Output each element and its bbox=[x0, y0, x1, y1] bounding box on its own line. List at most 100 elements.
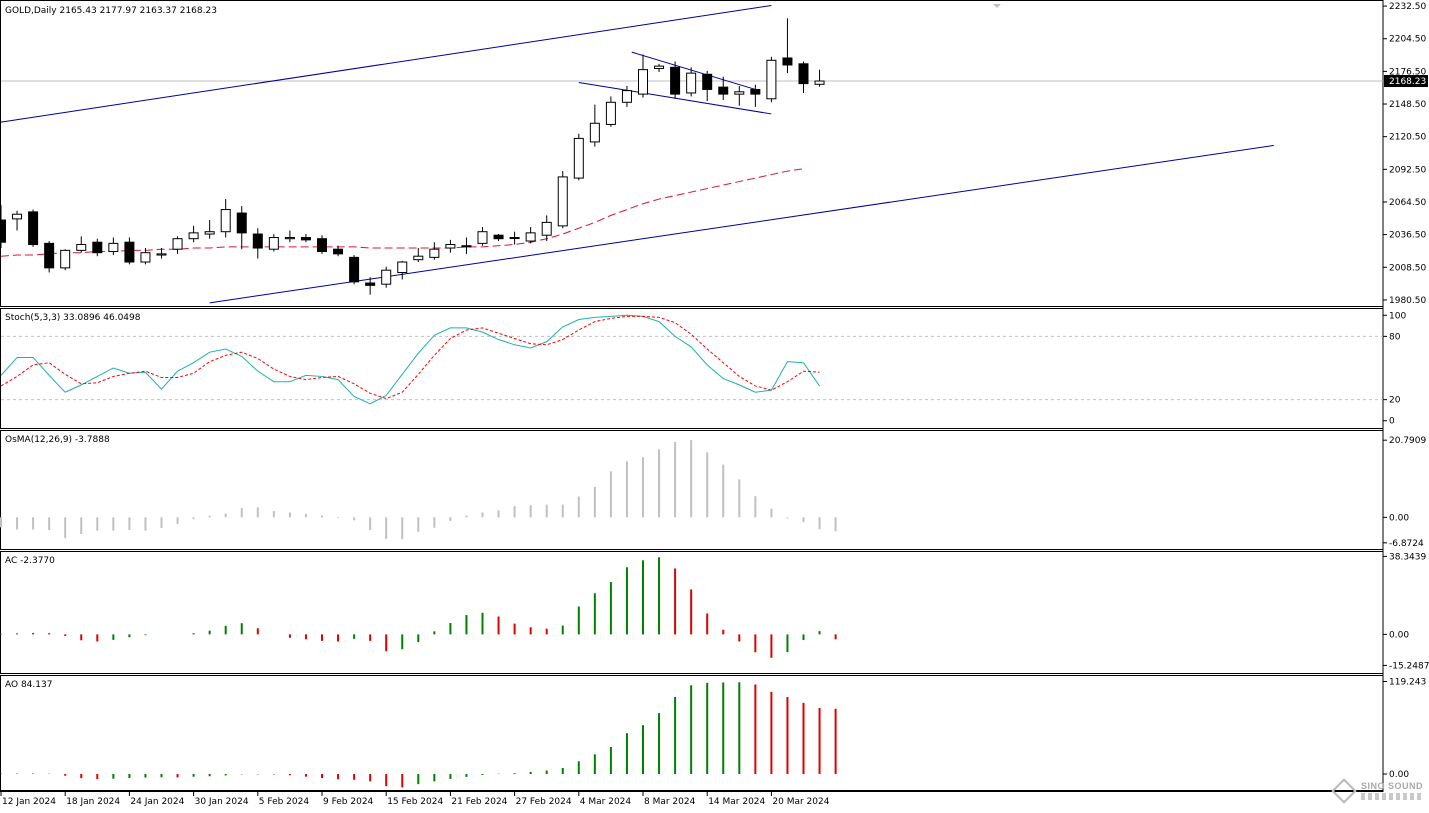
candle-bull bbox=[605, 96, 616, 127]
candle-body bbox=[60, 249, 71, 269]
candle-body bbox=[734, 91, 745, 95]
price-tick-label: 2092.50 bbox=[1389, 165, 1426, 175]
candle-bear bbox=[92, 238, 103, 257]
candle-bear bbox=[28, 209, 39, 247]
candle-bull bbox=[268, 234, 279, 252]
candle-bull bbox=[172, 236, 183, 254]
candle-bull bbox=[525, 227, 536, 244]
time-tick-label: 27 Feb 2024 bbox=[516, 797, 572, 807]
candle-bull bbox=[573, 133, 584, 181]
candle-bear bbox=[0, 204, 6, 249]
candle-bull bbox=[477, 227, 488, 246]
trendline-channel-upper bbox=[0, 5, 772, 123]
candle-bull bbox=[76, 236, 87, 253]
candle-bull bbox=[60, 249, 71, 271]
candle-body bbox=[236, 212, 247, 234]
candle-body bbox=[493, 234, 504, 240]
candle-bull bbox=[654, 63, 665, 72]
candle-bear bbox=[718, 76, 729, 100]
ac-tick-label: -15.2487 bbox=[1389, 661, 1429, 671]
watermark-logo: SINO SOUND bbox=[1361, 781, 1424, 791]
osma-tick-label: 20.7909 bbox=[1389, 436, 1426, 446]
candle-bull bbox=[734, 85, 745, 106]
candle-body bbox=[782, 57, 793, 66]
candle-body bbox=[220, 209, 231, 233]
candle-bull bbox=[638, 54, 648, 98]
ac-pane-title: AC -2.3770 bbox=[5, 556, 55, 566]
candle-body bbox=[349, 256, 360, 283]
candle-bear bbox=[782, 18, 793, 74]
candle-bull bbox=[381, 266, 392, 288]
current-price-tag-bg bbox=[1384, 75, 1428, 88]
candle-body bbox=[284, 237, 295, 240]
candle-bull bbox=[445, 239, 456, 253]
candle-bear bbox=[124, 237, 135, 265]
watermark-sub-mark bbox=[1361, 793, 1421, 800]
candle-body bbox=[365, 282, 376, 286]
candle-bull bbox=[220, 199, 231, 238]
candle-body bbox=[397, 261, 408, 274]
candle-body bbox=[12, 213, 23, 220]
candle-body bbox=[573, 137, 584, 179]
candle-body bbox=[461, 245, 472, 248]
stoch-pane: 100 80 20 0 Stoch(5,3,3) 33.0896 46.0498 bbox=[0, 311, 1406, 427]
candle-bull bbox=[429, 242, 440, 260]
candle-bull bbox=[413, 248, 424, 263]
price-tick-label: 2232.50 bbox=[1389, 2, 1426, 12]
candle-bear bbox=[252, 228, 263, 259]
logo-icon bbox=[1331, 778, 1357, 804]
price-tick-label: 2120.50 bbox=[1389, 133, 1426, 143]
candle-body bbox=[702, 73, 713, 90]
time-tick-label: 21 Feb 2024 bbox=[451, 797, 507, 807]
ac-pane: 38.3439 0.00 -15.2487 AC -2.3770 bbox=[0, 552, 1429, 671]
candle-bull bbox=[140, 248, 151, 265]
candle-body bbox=[76, 244, 87, 251]
candle-body bbox=[172, 238, 183, 250]
candle-body bbox=[750, 88, 761, 95]
time-axis: 12 Jan 2024 18 Jan 2024 24 Jan 2024 30 Jan … bbox=[0, 792, 830, 807]
candle-bull bbox=[397, 260, 408, 280]
stoch-signal-line bbox=[0, 315, 820, 400]
time-tick-label: 8 Mar 2024 bbox=[644, 797, 696, 807]
candle-bear bbox=[493, 234, 504, 242]
ao-pane-title: AO 84.137 bbox=[5, 680, 52, 690]
candle-body bbox=[814, 80, 825, 85]
price-tick-label: 2064.50 bbox=[1389, 198, 1426, 208]
candle-body bbox=[605, 101, 616, 125]
candle-body bbox=[525, 232, 536, 242]
stoch-pane-title: Stoch(5,3,3) 33.0896 46.0498 bbox=[5, 313, 141, 323]
candle-body bbox=[589, 122, 600, 143]
candle-body bbox=[509, 237, 520, 240]
current-price-tag-text: 2168.23 bbox=[1389, 77, 1426, 87]
candle-body bbox=[204, 231, 215, 235]
candle-bear bbox=[333, 245, 344, 257]
candle-body bbox=[638, 69, 648, 95]
price-pane-title: GOLD,Daily 2165.43 2177.97 2163.37 2168.… bbox=[5, 6, 217, 16]
stoch-main-line bbox=[0, 314, 820, 405]
time-tick-label: 15 Feb 2024 bbox=[387, 797, 443, 807]
candle-body bbox=[798, 63, 809, 85]
moving-average-line bbox=[0, 168, 804, 257]
candle-body bbox=[156, 253, 167, 256]
candle-body bbox=[429, 248, 440, 258]
ac-tick-label: 38.3439 bbox=[1389, 552, 1426, 562]
candle-body bbox=[44, 242, 55, 269]
price-tick-label: 2148.50 bbox=[1389, 100, 1426, 110]
candle-body bbox=[766, 59, 777, 100]
candle-body bbox=[381, 269, 392, 285]
candle-body bbox=[300, 237, 311, 241]
candle-body bbox=[92, 241, 103, 254]
time-tick-label: 20 Mar 2024 bbox=[772, 797, 829, 807]
ao-pane: 119.243 0.00 AO 84.137 bbox=[0, 677, 1426, 788]
candle-bear bbox=[670, 61, 681, 99]
candle-bull bbox=[156, 248, 167, 259]
candle-bear bbox=[702, 70, 713, 102]
candle-body bbox=[557, 176, 568, 227]
candle-body bbox=[541, 221, 552, 236]
candle-body bbox=[686, 72, 697, 94]
price-pane: 2232.50 2204.50 2176.50 2148.50 2120.50 2092.… bbox=[0, 2, 1428, 306]
candle-bull bbox=[108, 237, 119, 256]
candle-body bbox=[718, 86, 729, 95]
price-tick-label: 2008.50 bbox=[1389, 263, 1426, 273]
